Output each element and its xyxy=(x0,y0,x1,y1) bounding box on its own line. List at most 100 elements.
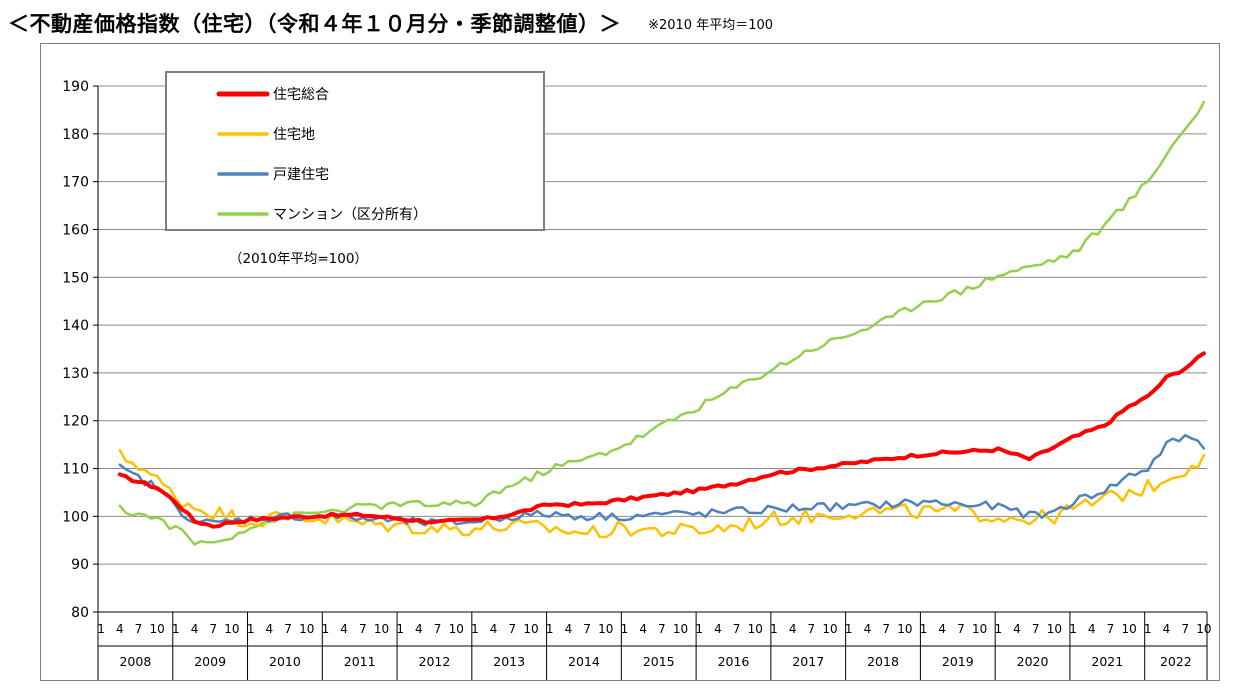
x-month-label: 4 xyxy=(789,622,797,636)
x-year-label: 2009 xyxy=(194,654,226,669)
y-tick-label: 90 xyxy=(71,557,89,573)
x-year-label: 2019 xyxy=(942,654,974,669)
x-month-label: 10 xyxy=(673,622,688,636)
x-year-label: 2017 xyxy=(792,654,824,669)
x-month-label: 4 xyxy=(415,622,423,636)
x-month-label: 1 xyxy=(322,622,330,636)
x-month-label: 4 xyxy=(1163,622,1171,636)
x-year-label: 2008 xyxy=(119,654,151,669)
x-month-label: 7 xyxy=(135,622,143,636)
x-month-label: 1 xyxy=(994,622,1002,636)
chart-frame: 80 90 100 110 120 130 140 150 160 170 180 190 1 4 7 10 2… xyxy=(40,43,1220,681)
x-month-label: 1 xyxy=(172,622,180,636)
x-month-label: 4 xyxy=(340,622,348,636)
x-month-label: 7 xyxy=(284,622,292,636)
x-year-label: 2010 xyxy=(269,654,301,669)
chart-title: ＜不動産価格指数（住宅）（令和４年１０月分・季節調整値）＞ xyxy=(8,12,621,36)
x-month-label: 10 xyxy=(224,622,239,636)
x-month-label: 10 xyxy=(374,622,389,636)
x-year-label: 2021 xyxy=(1091,654,1123,669)
x-month-label: 10 xyxy=(598,622,613,636)
x-month-label: 10 xyxy=(748,622,763,636)
x-month-label: 1 xyxy=(471,622,479,636)
legend-box xyxy=(165,71,545,231)
x-month-label: 7 xyxy=(1181,622,1189,636)
x-month-label: 7 xyxy=(658,622,666,636)
x-month-label: 4 xyxy=(864,622,872,636)
y-tick-label: 150 xyxy=(62,270,89,286)
x-month-label: 4 xyxy=(565,622,573,636)
x-month-label: 4 xyxy=(1013,622,1021,636)
x-month-label: 10 xyxy=(1196,622,1211,636)
x-month-label: 7 xyxy=(209,622,217,636)
y-tick-label: 130 xyxy=(62,366,89,382)
index-base-annotation: （2010年平均=100） xyxy=(229,251,368,267)
legend-label: 住宅総合 xyxy=(273,87,329,103)
x-month-label: 4 xyxy=(938,622,946,636)
x-month-label: 1 xyxy=(920,622,928,636)
x-month-label: 1 xyxy=(845,622,853,636)
x-month-label: 1 xyxy=(546,622,554,636)
x-month-label: 1 xyxy=(97,622,105,636)
x-year-label: 2013 xyxy=(493,654,525,669)
y-tick-label: 110 xyxy=(62,462,89,478)
y-tick-label: 80 xyxy=(71,605,89,621)
legend-label: 戸建住宅 xyxy=(273,167,329,183)
x-month-label: 1 xyxy=(1144,622,1152,636)
legend-label: マンション（区分所有） xyxy=(273,207,427,223)
x-month-label: 1 xyxy=(621,622,629,636)
y-tick-label: 140 xyxy=(62,318,89,334)
series-line-2 xyxy=(118,433,1206,527)
x-month-label: 1 xyxy=(1069,622,1077,636)
x-month-label: 10 xyxy=(299,622,314,636)
x-month-label: 4 xyxy=(639,622,647,636)
x-month-label: 7 xyxy=(583,622,591,636)
x-month-label: 4 xyxy=(191,622,199,636)
x-month-label: 10 xyxy=(897,622,912,636)
x-month-label: 1 xyxy=(396,622,404,636)
x-month-label: 1 xyxy=(247,622,255,636)
x-year-label: 2018 xyxy=(867,654,899,669)
x-year-label: 2011 xyxy=(344,654,376,669)
y-tick-label: 190 xyxy=(62,79,89,95)
x-month-label: 7 xyxy=(1107,622,1115,636)
x-year-label: 2020 xyxy=(1017,654,1049,669)
x-year-label: 2015 xyxy=(643,654,675,669)
x-month-label: 7 xyxy=(733,622,741,636)
x-month-label: 7 xyxy=(1032,622,1040,636)
x-month-label: 10 xyxy=(972,622,987,636)
title-row: ＜不動産価格指数（住宅）（令和４年１０月分・季節調整値）＞ ※2010 年平均＝… xyxy=(8,8,773,40)
x-year-label: 2014 xyxy=(568,654,600,669)
x-month-label: 4 xyxy=(116,622,124,636)
legend-label: 住宅地 xyxy=(273,127,315,143)
y-tick-label: 160 xyxy=(62,222,89,238)
y-tick-label: 100 xyxy=(62,509,89,525)
x-month-label: 10 xyxy=(822,622,837,636)
series-line-0 xyxy=(117,351,1206,529)
base-index-note: ※2010 年平均＝100 xyxy=(648,18,774,33)
x-month-label: 10 xyxy=(150,622,165,636)
x-month-label: 10 xyxy=(449,622,464,636)
y-tick-label: 170 xyxy=(62,175,89,191)
x-month-label: 7 xyxy=(508,622,516,636)
x-month-label: 7 xyxy=(882,622,890,636)
series-line-3 xyxy=(118,100,1206,546)
x-month-label: 7 xyxy=(957,622,965,636)
x-year-label: 2022 xyxy=(1160,654,1192,669)
x-month-label: 7 xyxy=(359,622,367,636)
x-month-label: 4 xyxy=(714,622,722,636)
x-month-label: 1 xyxy=(695,622,703,636)
x-month-label: 7 xyxy=(808,622,816,636)
x-month-label: 10 xyxy=(523,622,538,636)
x-month-label: 10 xyxy=(1047,622,1062,636)
x-month-label: 4 xyxy=(266,622,274,636)
y-tick-label: 180 xyxy=(62,127,89,143)
x-month-label: 4 xyxy=(1088,622,1096,636)
x-month-label: 4 xyxy=(490,622,498,636)
y-tick-label: 120 xyxy=(62,414,89,430)
x-month-label: 7 xyxy=(434,622,442,636)
x-year-label: 2016 xyxy=(718,654,750,669)
x-year-label: 2012 xyxy=(419,654,451,669)
